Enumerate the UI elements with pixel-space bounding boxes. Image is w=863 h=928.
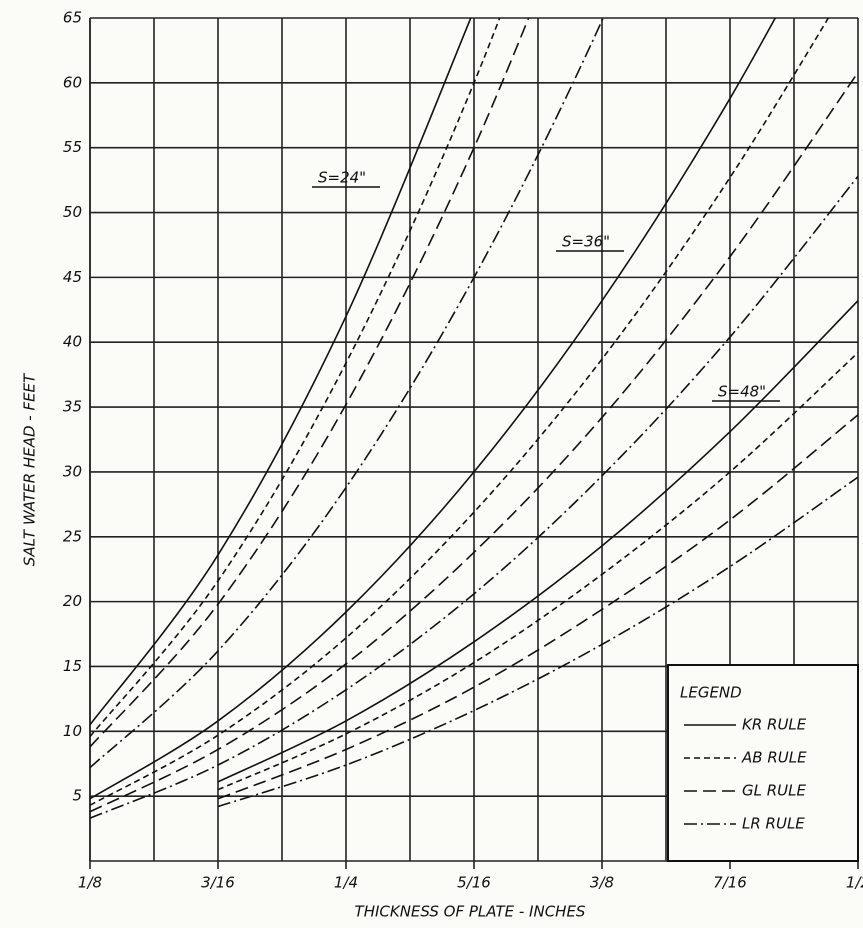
x-tick-label: 7/16 bbox=[713, 874, 747, 892]
legend-title: LEGEND bbox=[680, 684, 742, 702]
y-tick-label: 10 bbox=[63, 722, 82, 740]
y-tick-label: 30 bbox=[63, 462, 82, 480]
x-tick-label: 3/16 bbox=[201, 874, 235, 892]
x-tick-label: 1/2 bbox=[846, 874, 863, 892]
y-tick-label: 35 bbox=[63, 398, 82, 416]
legend-label: LR RULE bbox=[742, 815, 805, 833]
y-tick-label: 50 bbox=[63, 203, 82, 221]
spacing-label: S=48" bbox=[718, 383, 766, 401]
legend-label: AB RULE bbox=[741, 749, 807, 767]
y-tick-label: 40 bbox=[63, 333, 82, 351]
legend-label: KR RULE bbox=[742, 716, 807, 734]
x-tick-label: 5/16 bbox=[457, 874, 491, 892]
x-axis-label: THICKNESS OF PLATE - INCHES bbox=[355, 903, 586, 921]
legend-label: GL RULE bbox=[742, 782, 807, 800]
x-tick-label: 3/8 bbox=[590, 874, 614, 892]
y-tick-label: 15 bbox=[63, 657, 82, 675]
spacing-label: S=36" bbox=[562, 233, 610, 251]
y-tick-label: 45 bbox=[63, 268, 82, 286]
x-tick-label: 1/8 bbox=[78, 874, 102, 892]
chart: THICKNESS OF PLATE - INCHES SALT WATER H… bbox=[0, 0, 863, 928]
y-tick-label: 65 bbox=[63, 9, 82, 27]
labels: 5 10 15 20 25 30 35 40 45 50 55 60 65 1/8 3/16 1/4 5/16 3… bbox=[63, 9, 863, 892]
x-tick-label: 1/4 bbox=[334, 874, 358, 892]
y-tick-label: 25 bbox=[63, 527, 82, 545]
y-tick-label: 60 bbox=[63, 73, 82, 91]
y-axis-label: SALT WATER HEAD - FEET bbox=[21, 372, 39, 566]
y-tick-label: 5 bbox=[72, 787, 82, 805]
y-tick-label: 20 bbox=[63, 592, 82, 610]
spacing-label: S=24" bbox=[318, 169, 366, 187]
y-tick-label: 55 bbox=[63, 138, 82, 156]
